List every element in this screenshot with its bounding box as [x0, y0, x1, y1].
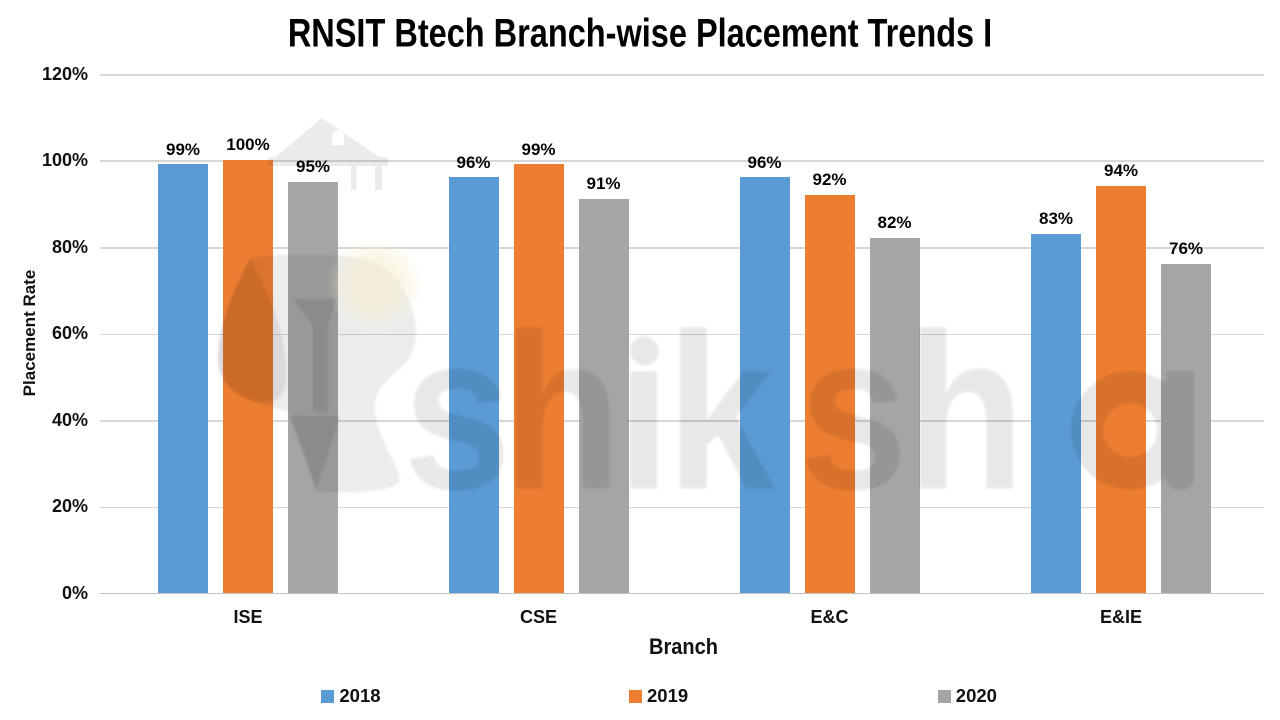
- svg-text:h: h: [906, 289, 1025, 537]
- svg-text:ı: ı: [616, 289, 670, 537]
- svg-text:s: s: [799, 289, 907, 537]
- svg-text:k: k: [666, 289, 775, 537]
- svg-text:h: h: [502, 289, 621, 537]
- svg-text:s: s: [403, 289, 511, 537]
